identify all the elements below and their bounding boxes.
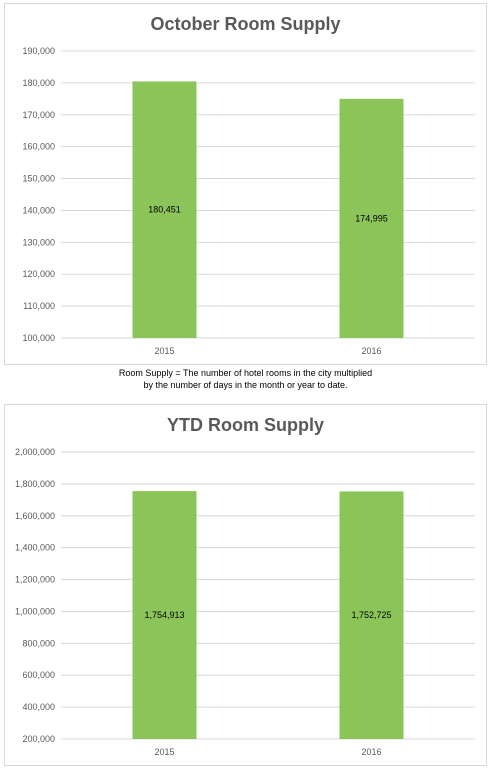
y-tick-label: 1,400,000 bbox=[15, 543, 55, 553]
y-tick-label: 170,000 bbox=[22, 110, 55, 120]
note-line-1: Room Supply = The number of hotel rooms … bbox=[118, 368, 373, 378]
bar bbox=[339, 98, 404, 339]
x-tick-label: 2016 bbox=[361, 346, 381, 356]
y-tick-label: 200,000 bbox=[22, 734, 55, 744]
data-label: 1,754,913 bbox=[144, 610, 184, 620]
y-tick-label: 100,000 bbox=[22, 333, 55, 343]
y-tick-label: 2,000,000 bbox=[15, 447, 55, 457]
y-tick-label: 1,800,000 bbox=[15, 479, 55, 489]
data-label: 174,995 bbox=[355, 213, 388, 223]
y-tick-label: 1,600,000 bbox=[15, 511, 55, 521]
y-tick-label: 110,000 bbox=[23, 301, 55, 311]
bar bbox=[339, 491, 404, 739]
y-tick-label: 120,000 bbox=[22, 269, 55, 279]
ytd-chart-plot: 200,000 400,000 600,000 800,000 1,000,000 1,2… bbox=[15, 447, 475, 757]
data-label: 1,752,725 bbox=[351, 610, 391, 620]
room-supply-note: Room Supply = The number of hotel rooms … bbox=[0, 367, 491, 391]
y-tick-label: 1,200,000 bbox=[15, 575, 55, 585]
note-line-2: by the number of days in the month or ye… bbox=[143, 380, 348, 390]
x-tick-label: 2015 bbox=[154, 346, 174, 356]
y-tick-label: 140,000 bbox=[22, 205, 55, 215]
y-tick-label: 400,000 bbox=[22, 702, 55, 712]
x-tick-label: 2015 bbox=[154, 747, 174, 757]
y-tick-label: 600,000 bbox=[22, 670, 55, 680]
x-tick-label: 2016 bbox=[361, 747, 381, 757]
y-tick-label: 160,000 bbox=[22, 142, 55, 152]
y-tick-label: 800,000 bbox=[22, 638, 55, 648]
y-tick-label: 190,000 bbox=[22, 46, 55, 56]
october-room-supply-chart: October Room Supply 100,000 110,000 120,00… bbox=[4, 3, 487, 365]
october-chart-plot: 100,000 110,000 120,000 130,000 140,000 150,0… bbox=[22, 46, 475, 356]
y-tick-label: 130,000 bbox=[22, 237, 55, 247]
chart-title: YTD Room Supply bbox=[167, 415, 324, 435]
bar bbox=[132, 81, 197, 339]
bar bbox=[132, 491, 197, 739]
chart-title: October Room Supply bbox=[150, 14, 341, 34]
y-tick-label: 150,000 bbox=[22, 174, 55, 184]
data-label: 180,451 bbox=[148, 205, 181, 215]
y-tick-label: 1,000,000 bbox=[15, 606, 55, 616]
y-tick-label: 180,000 bbox=[22, 78, 55, 88]
ytd-room-supply-chart: YTD Room Supply 200,000 400,000 600,000 800… bbox=[4, 404, 487, 766]
